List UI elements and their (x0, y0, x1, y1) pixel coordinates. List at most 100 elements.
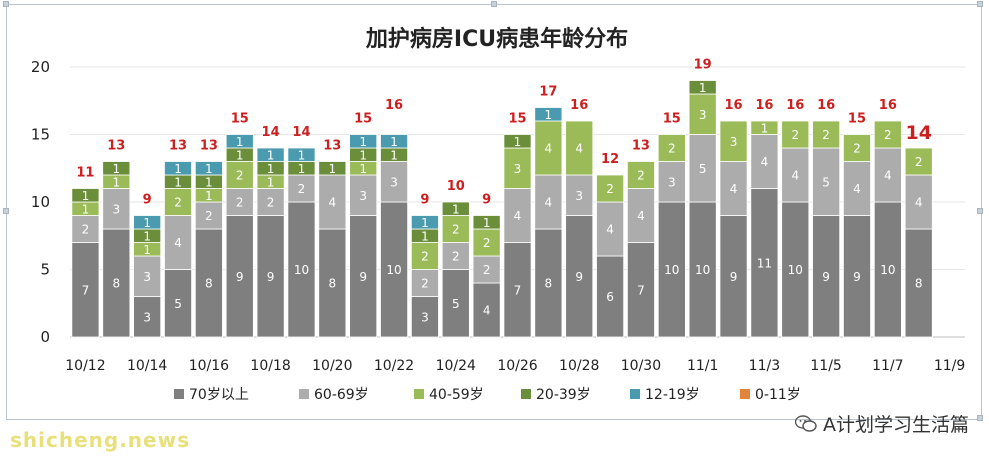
bar-value-label: 3 (143, 270, 151, 284)
bar-segment (750, 188, 779, 338)
y-tick-label: 10 (31, 193, 50, 211)
resize-handle-top-left[interactable] (3, 1, 9, 7)
bar-segment (256, 215, 285, 338)
chart-title: 加护病房ICU病患年龄分布 (365, 26, 628, 52)
bar-value-label: 2 (668, 142, 676, 156)
bar-value-label: 2 (82, 223, 90, 237)
bar-value-label: 2 (822, 128, 830, 142)
bar-value-label: 4 (174, 236, 182, 250)
bar-value-label: 8 (112, 277, 120, 291)
bar-value-label: 3 (575, 189, 583, 203)
watermark-text: shicheng.news (10, 428, 190, 452)
x-tick-label: 11/5 (810, 358, 841, 374)
bar-segment (133, 255, 162, 297)
legend-label: 60-69岁 (314, 387, 369, 403)
bar-value-label: 9 (730, 270, 738, 284)
bar-value-label: 1 (205, 189, 213, 203)
bar-value-label: 2 (236, 169, 244, 183)
total-label: 16 (385, 98, 403, 113)
legend-label: 0-11岁 (755, 387, 801, 403)
bar-value-label: 1 (359, 162, 367, 176)
x-tick-label: 10/18 (250, 358, 290, 374)
bar-value-label: 3 (668, 175, 676, 189)
total-label: 16 (755, 98, 773, 113)
y-tick-label: 15 (31, 126, 50, 144)
bar-segment (657, 161, 686, 203)
y-tick-label: 20 (31, 58, 50, 76)
resize-handle-bottom-right[interactable] (977, 415, 983, 421)
legend-label: 20-39岁 (536, 387, 591, 403)
total-label: 13 (107, 139, 125, 154)
bar-value-label: 10 (386, 263, 401, 277)
resize-handle-top-right[interactable] (977, 1, 983, 7)
bar-value-label: 4 (545, 196, 553, 210)
resize-handle-mid-right[interactable] (977, 208, 983, 214)
bar-segment (71, 242, 100, 338)
bar-segment (472, 255, 501, 284)
bar-value-label: 1 (143, 229, 151, 243)
total-label: 12 (601, 152, 619, 167)
bar-segment (626, 188, 655, 243)
bar-value-label: 5 (699, 162, 707, 176)
bar-value-label: 3 (730, 135, 738, 149)
bar-value-label: 2 (884, 128, 892, 142)
total-label: 13 (632, 139, 650, 154)
bar-segment (873, 147, 902, 203)
bar-value-label: 5 (452, 297, 460, 311)
bar-value-label: 1 (112, 162, 120, 176)
x-tick-label: 11/3 (749, 358, 780, 374)
x-tick-label: 11/1 (687, 358, 718, 374)
bar-segment (102, 188, 131, 230)
bar-segment (719, 120, 748, 162)
bar-value-label: 10 (788, 263, 803, 277)
bar-segment (843, 215, 871, 338)
bar-value-label: 4 (575, 142, 583, 156)
bar-value-label: 2 (298, 182, 306, 196)
x-tick-label: 10/14 (127, 358, 167, 374)
bar-value-label: 10 (294, 263, 309, 277)
legend: 70岁以上 60-69岁 40-59岁 20-39岁 12-19岁 0-11岁 (174, 387, 801, 403)
bar-value-label: 2 (236, 196, 244, 210)
bar-value-label: 8 (205, 277, 213, 291)
bar-value-label: 1 (421, 229, 429, 243)
bar-value-label: 9 (575, 270, 583, 284)
total-label: 10 (447, 179, 465, 194)
total-label: 9 (143, 193, 152, 208)
resize-handle-mid-left[interactable] (3, 208, 9, 214)
bar-value-label: 1 (359, 135, 367, 149)
bar-segment (688, 201, 717, 338)
bar-value-label: 4 (637, 209, 645, 223)
bar-value-label: 9 (822, 270, 830, 284)
resize-handle-top-mid[interactable] (491, 1, 497, 7)
bar-segment (102, 161, 131, 176)
bar-segment (565, 120, 594, 176)
total-label: 9 (482, 193, 491, 208)
bar-segment (750, 120, 779, 135)
bar-segment (503, 134, 532, 149)
x-tick-label: 10/26 (497, 358, 537, 374)
y-axis: 0 5 10 15 20 (31, 58, 50, 346)
bar-segment (843, 134, 871, 162)
bar-value-label: 2 (452, 250, 460, 264)
legend-swatch (630, 389, 640, 399)
y-tick-label: 0 (40, 328, 50, 346)
bar-value-label: 9 (359, 270, 367, 284)
bar-value-label: 1 (174, 175, 182, 189)
bar-segment (873, 120, 902, 149)
bar-segment (812, 120, 841, 149)
bar-segment (194, 161, 223, 176)
bar-segment (256, 188, 285, 216)
total-label: 9 (420, 193, 429, 208)
bar-series: 7211831133111542118211192211921111021184… (71, 80, 933, 338)
bar-value-label: 2 (174, 196, 182, 210)
bar-value-label: 1 (267, 162, 275, 176)
bar-value-label: 9 (236, 270, 244, 284)
x-tick-label: 10/12 (65, 358, 105, 374)
bar-value-label: 1 (205, 162, 213, 176)
total-label: 15 (354, 112, 372, 127)
bar-segment (904, 174, 933, 230)
bar-value-label: 1 (483, 216, 491, 230)
x-axis: 10/12 10/14 10/16 10/18 10/20 10/22 10/24 10/26… (65, 358, 965, 374)
total-label: 15 (508, 112, 526, 127)
bar-value-label: 4 (853, 182, 861, 196)
